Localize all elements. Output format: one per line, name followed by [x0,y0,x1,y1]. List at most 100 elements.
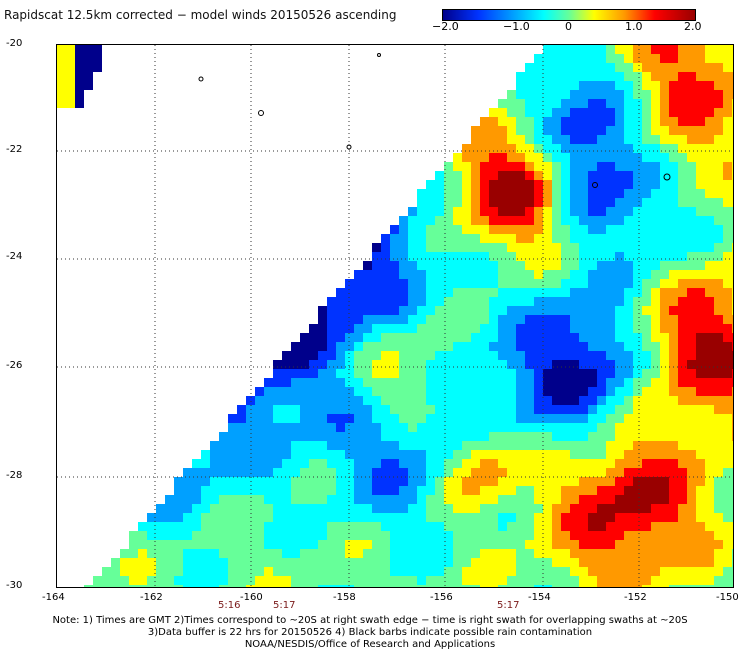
wind-cell [480,117,489,126]
wind-cell [570,531,579,540]
wind-cell [147,540,156,549]
wind-cell [282,432,291,441]
wind-cell [309,585,318,587]
wind-cell [507,351,516,360]
wind-cell [255,477,264,486]
wind-cell [669,90,678,99]
wind-cell [669,342,678,351]
wind-cell [300,567,309,576]
wind-cell [453,297,462,306]
wind-cell [525,90,534,99]
wind-cell [426,423,435,432]
wind-cell [228,441,237,450]
wind-cell [543,549,552,558]
wind-cell [246,522,255,531]
wind-cell [318,369,327,378]
wind-cell [453,360,462,369]
wind-cell [435,198,444,207]
wind-cell [543,432,552,441]
wind-cell [678,423,687,432]
wind-cell [651,504,660,513]
wind-cell [282,576,291,585]
wind-cell [705,324,714,333]
wind-cell [480,333,489,342]
wind-cell [723,117,732,126]
wind-cell [651,333,660,342]
wind-cell [534,90,543,99]
wind-cell [291,531,300,540]
wind-cell [147,549,156,558]
wind-cell [660,495,669,504]
wind-cell [633,63,642,72]
wind-cell [561,126,570,135]
wind-cell [570,378,579,387]
wind-cell [228,477,237,486]
wind-cell [426,351,435,360]
wind-cell [651,441,660,450]
wind-cell [588,396,597,405]
wind-cell [732,495,733,504]
wind-cell [642,117,651,126]
wind-cell [669,414,678,423]
wind-cell [426,432,435,441]
wind-cell [489,126,498,135]
wind-cell [363,423,372,432]
wind-cell [714,117,723,126]
wind-cell [570,180,579,189]
wind-cell [588,162,597,171]
wind-cell [282,549,291,558]
wind-cell [615,423,624,432]
wind-cell [570,441,579,450]
wind-cell [669,351,678,360]
wind-cell [210,558,219,567]
wind-cell [426,405,435,414]
lat-label-20s: -20 [6,38,23,49]
wind-cell [129,567,138,576]
wind-cell [390,378,399,387]
wind-cell [417,261,426,270]
wind-cell [678,387,687,396]
wind-cell [660,450,669,459]
wind-cell [363,558,372,567]
wind-cell [462,567,471,576]
wind-cell [714,306,723,315]
wind-cell [435,171,444,180]
wind-cell [705,90,714,99]
wind-cell [525,162,534,171]
wind-cell [696,405,705,414]
wind-cell [696,486,705,495]
wind-cell [408,441,417,450]
wind-cell [480,522,489,531]
wind-cell [435,369,444,378]
wind-cell [687,414,696,423]
wind-cell [606,549,615,558]
wind-cell [570,495,579,504]
wind-cell [687,324,696,333]
wind-cell [507,279,516,288]
wind-cell [498,144,507,153]
wind-cell [534,279,543,288]
wind-cell [309,378,318,387]
wind-cell [687,45,696,54]
scale-tick-1: −2.0 [432,20,459,33]
wind-cell [624,396,633,405]
wind-cell [606,45,615,54]
wind-cell [75,81,84,90]
wind-cell [309,369,318,378]
wind-cell [534,207,543,216]
wind-cell [552,45,561,54]
wind-cell [345,540,354,549]
wind-cell [237,576,246,585]
wind-cell [498,441,507,450]
wind-cell [462,162,471,171]
wind-cell [399,288,408,297]
wind-cell [732,216,733,225]
wind-cell [705,216,714,225]
wind-cell [444,333,453,342]
wind-cell [264,576,273,585]
wind-cell [561,261,570,270]
wind-cell [543,45,552,54]
wind-cell [732,387,733,396]
wind-cell [669,153,678,162]
wind-cell [309,324,318,333]
